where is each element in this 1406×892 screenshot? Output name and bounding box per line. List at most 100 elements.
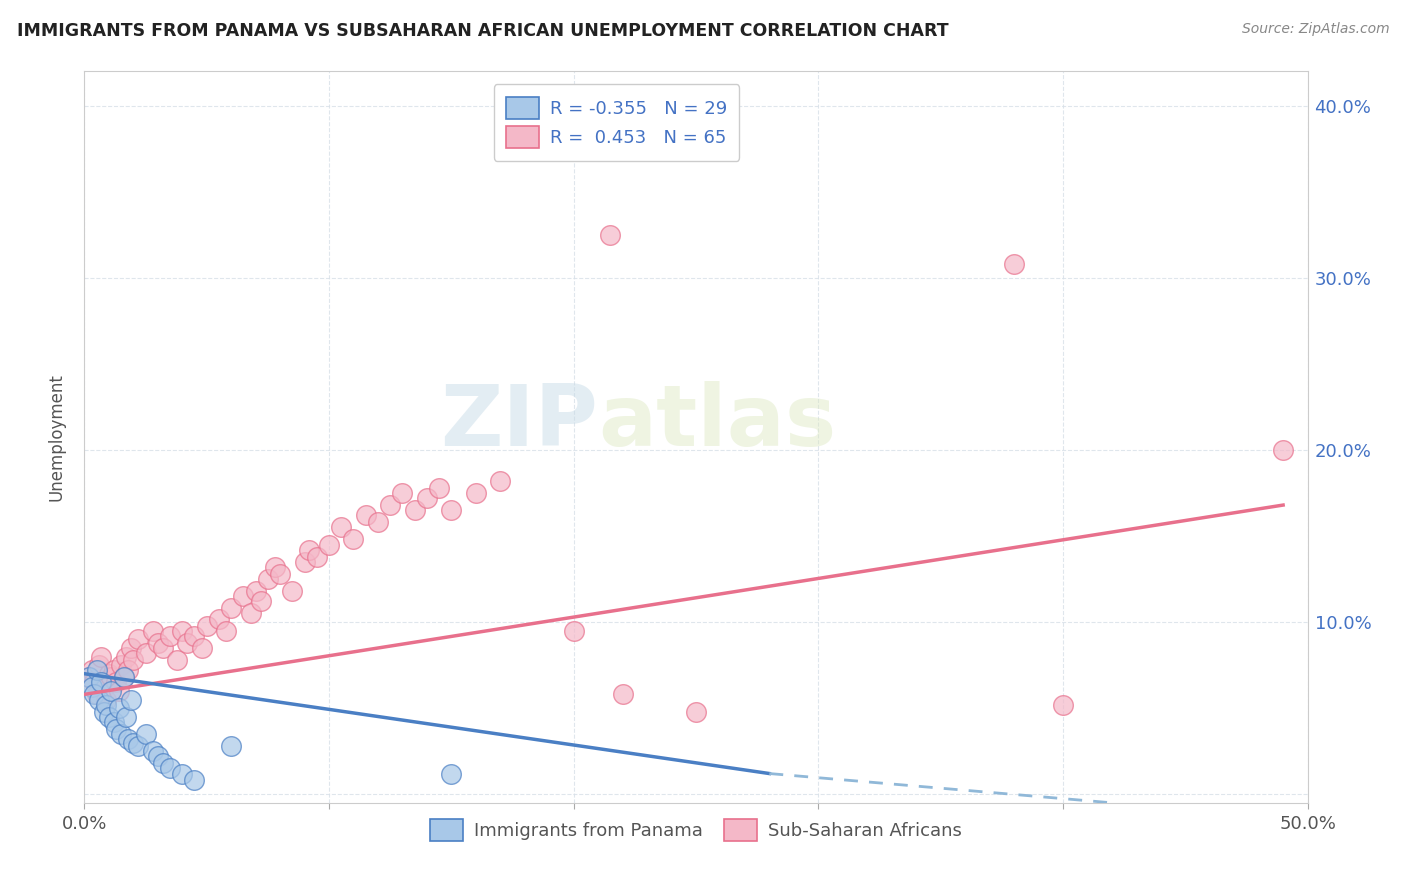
Point [219,739,242,753]
Point [107,701,129,715]
Point [97,666,120,681]
Point [146,636,169,650]
Point [90,675,112,690]
Point [110,727,132,741]
Point [367,516,389,530]
Point [269,566,291,581]
Point [195,618,218,632]
Point [354,508,377,523]
Point [281,584,304,599]
Point [612,687,634,701]
Point [142,744,165,758]
Point [77,670,100,684]
Legend: Immigrants from Panama, Sub-Saharan Africans: Immigrants from Panama, Sub-Saharan Afri… [423,812,969,848]
Point [87,692,110,706]
Point [172,624,194,638]
Point [105,675,128,690]
Point [80,681,103,695]
Point [249,594,271,608]
Point [112,670,135,684]
Point [391,486,413,500]
Point [166,653,188,667]
Point [191,640,214,655]
Point [1052,698,1074,712]
Point [115,710,138,724]
Point [1272,442,1295,457]
Point [86,687,108,701]
Point [183,773,205,788]
Text: Source: ZipAtlas.com: Source: ZipAtlas.com [1241,22,1389,37]
Point [112,670,135,684]
Point [127,632,149,647]
Point [380,498,402,512]
Point [97,710,120,724]
Point [208,612,231,626]
Point [100,684,122,698]
Point [440,766,463,780]
Point [298,542,321,557]
Text: atlas: atlas [598,381,837,464]
Point [100,670,122,684]
Point [107,684,129,698]
Text: IMMIGRANTS FROM PANAMA VS SUBSAHARAN AFRICAN UNEMPLOYMENT CORRELATION CHART: IMMIGRANTS FROM PANAMA VS SUBSAHARAN AFR… [17,22,949,40]
Point [159,761,181,775]
Point [159,629,181,643]
Point [120,692,142,706]
Point [96,692,118,706]
Point [96,698,118,712]
Text: ZIP: ZIP [440,381,598,464]
Point [318,538,340,552]
Point [103,714,125,729]
Point [232,589,254,603]
Point [90,649,112,664]
Point [440,503,463,517]
Point [342,533,364,547]
Point [219,601,242,615]
Point [103,663,125,677]
Point [127,739,149,753]
Point [117,732,139,747]
Point [83,687,105,701]
Point [87,658,110,673]
Point [305,549,328,564]
Point [294,555,316,569]
Point [183,629,205,643]
Y-axis label: Unemployment: Unemployment [48,373,66,501]
Point [117,663,139,677]
Point [489,474,512,488]
Point [93,705,115,719]
Point [404,503,426,517]
Point [562,624,585,638]
Point [77,670,100,684]
Point [122,653,145,667]
Point [152,756,174,771]
Point [115,649,138,664]
Point [105,722,128,736]
Point [135,727,157,741]
Point [599,227,621,242]
Point [245,584,267,599]
Point [416,491,439,505]
Point [176,636,198,650]
Point [172,766,194,780]
Point [1002,257,1025,271]
Point [110,658,132,673]
Point [135,646,157,660]
Point [264,560,287,574]
Point [80,663,103,677]
Point [257,572,280,586]
Point [330,520,353,534]
Point [120,640,142,655]
Point [464,486,486,500]
Point [93,681,115,695]
Point [427,481,450,495]
Point [122,735,145,749]
Point [86,663,108,677]
Point [146,749,169,764]
Point [83,675,105,690]
Point [239,607,262,621]
Point [142,624,165,638]
Point [685,705,707,719]
Point [215,624,238,638]
Point [152,640,174,655]
